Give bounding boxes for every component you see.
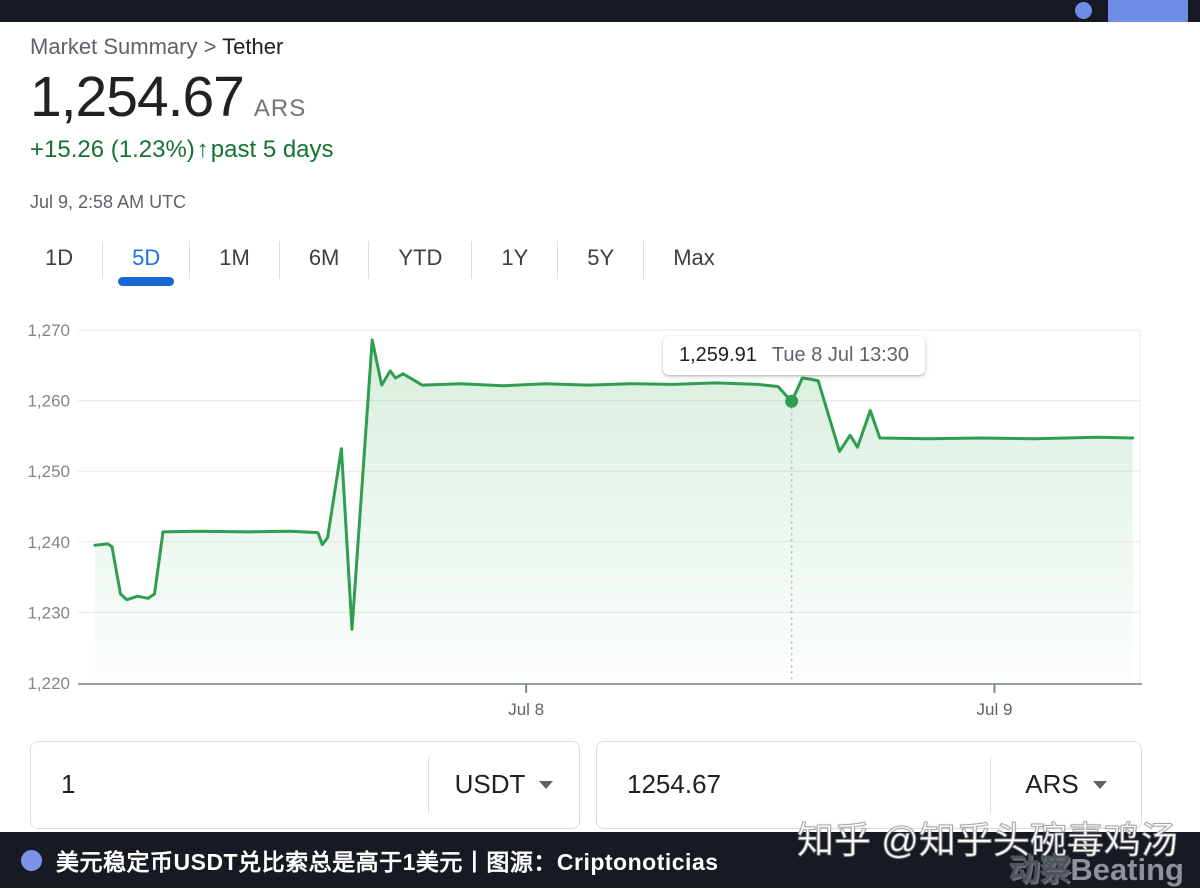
price-row: 1,254.67 ARS <box>30 65 1170 129</box>
tab-divider <box>643 240 645 279</box>
tab-ytd[interactable]: YTD <box>398 244 443 270</box>
svg-text:1,240: 1,240 <box>27 533 70 552</box>
from-currency-label: USDT <box>454 769 526 800</box>
price-chart-svg: 1,220 1,230 1,240 1,250 1,260 1,270 Jul 8 Jul 9 <box>27 321 1142 719</box>
svg-text:1,270: 1,270 <box>27 321 70 340</box>
converter-from-input[interactable] <box>31 769 428 801</box>
time-range-tabs: 1D 5D 1M 6M YTD 1Y 5Y Max <box>30 240 1170 289</box>
finance-widget: Market Summary > Tether 1,254.67 ARS +15… <box>0 22 1200 829</box>
price-chart[interactable]: 1,220 1,230 1,240 1,250 1,260 1,270 Jul 8 Jul 9… <box>0 315 1200 727</box>
breadcrumb-separator: > <box>197 34 223 59</box>
caption-text: 美元稳定币USDT兑比索总是高于1美元丨图源：Criptonoticias <box>56 849 719 875</box>
beating-logo: 动察Beating <box>1008 844 1184 889</box>
tab-1m[interactable]: 1M <box>219 244 250 270</box>
tab-5y[interactable]: 5Y <box>587 244 615 270</box>
bullet-icon <box>21 849 42 871</box>
tab-divider <box>471 240 473 279</box>
tab-divider <box>189 240 191 279</box>
chevron-down-icon <box>539 780 554 789</box>
converter-divider <box>428 756 429 813</box>
svg-text:Jul 8: Jul 8 <box>508 700 544 719</box>
svg-text:1,250: 1,250 <box>27 462 70 481</box>
breadcrumb-current: Tether <box>222 34 284 59</box>
converter-to-currency-dropdown[interactable]: ARS <box>991 769 1141 800</box>
tab-1d[interactable]: 1D <box>45 244 74 270</box>
change-period: past 5 days <box>210 135 334 163</box>
top-dark-bar <box>0 0 1200 22</box>
tooltip-time: Tue 8 Jul 13:30 <box>771 343 909 366</box>
topbar-blue-block <box>1108 0 1188 22</box>
converter-divider <box>990 756 991 813</box>
chart-tooltip: 1,259.91 Tue 8 Jul 13:30 <box>663 335 925 375</box>
breadcrumb-root[interactable]: Market Summary <box>30 34 198 59</box>
arrow-up-icon: ↑ <box>196 135 209 163</box>
tab-divider <box>278 240 280 279</box>
svg-text:1,230: 1,230 <box>27 603 70 622</box>
converter-to-input[interactable] <box>597 769 990 801</box>
tab-divider <box>557 240 559 279</box>
price-currency: ARS <box>253 95 307 122</box>
tab-max[interactable]: Max <box>673 244 715 270</box>
converter-to-box: ARS <box>596 740 1142 829</box>
tooltip-price: 1,259.91 <box>679 343 757 366</box>
svg-text:1,260: 1,260 <box>27 391 70 410</box>
price-value: 1,254.67 <box>30 65 245 129</box>
tab-1y[interactable]: 1Y <box>501 244 529 270</box>
to-currency-label: ARS <box>1025 769 1079 800</box>
tab-6m[interactable]: 6M <box>308 244 340 270</box>
zhihu-watermark: 知乎 @知乎头碗毒鸡汤 <box>797 820 1179 862</box>
beating-logo-cn: 动察 <box>1008 852 1071 887</box>
converter-from-box: USDT <box>30 740 580 829</box>
currency-converter: USDT ARS <box>30 740 1170 829</box>
breadcrumb: Market Summary > Tether <box>30 34 1170 60</box>
price-change-row: +15.26 (1.23%) ↑ past 5 days <box>30 136 1170 164</box>
beating-logo-en: Beating <box>1070 852 1184 887</box>
change-value: +15.26 (1.23%) <box>30 135 195 163</box>
tab-divider <box>368 240 370 279</box>
chevron-down-icon <box>1092 780 1107 789</box>
tab-5d[interactable]: 5D <box>103 243 189 273</box>
quote-timestamp: Jul 9, 2:58 AM UTC <box>30 191 187 212</box>
caption-bar: 美元稳定币USDT兑比索总是高于1美元丨图源：Criptonoticias <box>0 832 1200 888</box>
topbar-blue-dot-icon <box>1075 2 1092 19</box>
svg-text:1,220: 1,220 <box>27 674 70 693</box>
converter-from-currency-dropdown[interactable]: USDT <box>429 769 579 800</box>
svg-text:Jul 9: Jul 9 <box>977 700 1013 719</box>
